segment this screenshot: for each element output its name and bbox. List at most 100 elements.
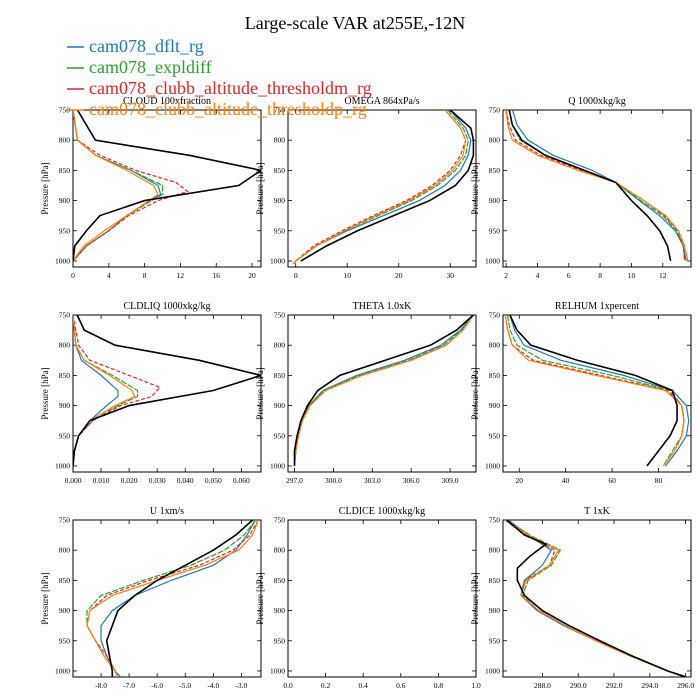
y-tick-label: 800 (59, 341, 71, 350)
y-axis-label: Pressure [hPa] (470, 367, 480, 419)
x-tick-label: 80 (655, 476, 663, 485)
y-tick-label: 800 (59, 136, 71, 145)
series-line-cam078_dflt_rg (509, 315, 690, 467)
x-tick-label: 12 (177, 271, 185, 280)
y-tick-label: 950 (489, 636, 501, 645)
plot-frame (502, 314, 692, 473)
x-tick-label: -4.0 (207, 681, 219, 690)
x-tick-label: 4 (536, 271, 540, 280)
legend: cam078_dflt_rgcam078_expldiffcam078_club… (67, 36, 372, 119)
x-tick-label: 0.040 (177, 476, 194, 485)
series-line-cam078_clubb_altitude_thresholdm_rg (293, 315, 474, 467)
y-tick-label: 900 (489, 196, 501, 205)
y-tick-label: 750 (489, 311, 501, 320)
x-tick-label: 290.0 (570, 681, 587, 690)
y-axis-label: Pressure [hPa] (40, 162, 50, 214)
series-line-cam078_clubb_altitude_thresholdp_rg (292, 110, 467, 265)
x-tick-label: 0.020 (121, 476, 138, 485)
x-tick-label: 297.0 (286, 476, 303, 485)
y-tick-label: 750 (59, 311, 71, 320)
panel-title: OMEGA 864xPa/s (344, 96, 419, 107)
x-tick-label: 0.000 (65, 476, 82, 485)
panel-title: CLDICE 1000xkg/kg (339, 506, 425, 517)
y-tick-label: 750 (489, 106, 501, 115)
series-line-cam078_expldiff (73, 110, 164, 262)
x-tick-label: -7.0 (123, 681, 135, 690)
y-axis-label: Pressure [hPa] (255, 572, 265, 624)
series-line-cam078_clubb_altitude_thresholdp_rg (73, 315, 136, 467)
x-tick-label: 0.010 (93, 476, 110, 485)
series-line-reference (105, 520, 254, 677)
y-axis-label: Pressure [hPa] (470, 572, 480, 624)
y-tick-label: 1000 (270, 666, 285, 675)
panel-title: RELHUM 1xpercent (555, 301, 639, 312)
x-tick-label: 0.6 (396, 681, 406, 690)
y-tick-label: 900 (59, 606, 71, 615)
y-axis-label: Pressure [hPa] (255, 162, 265, 214)
x-tick-label: 60 (608, 476, 616, 485)
y-tick-label: 900 (489, 401, 501, 410)
x-tick-label: 10 (343, 271, 351, 280)
x-tick-label: 306.0 (403, 476, 420, 485)
y-tick-label: 800 (489, 546, 501, 555)
y-tick-label: 750 (59, 516, 71, 525)
legend-label: cam078_dflt_rg (89, 36, 204, 56)
y-tick-label: 950 (489, 431, 501, 440)
y-tick-label: 850 (274, 371, 286, 380)
plot-frame (72, 109, 262, 268)
y-tick-label: 1000 (485, 666, 500, 675)
y-axis-label: Pressure [hPa] (40, 367, 50, 419)
series-line-cam078_clubb_altitude_thresholdp_rg (86, 520, 259, 677)
x-tick-label: -3.0 (235, 681, 247, 690)
y-tick-label: 750 (489, 516, 501, 525)
y-tick-label: 900 (59, 401, 71, 410)
legend-label: cam078_clubb_altitude_thresholdm_rg (89, 78, 372, 98)
panel-title: THETA 1.0xK (353, 301, 412, 312)
y-tick-label: 850 (489, 166, 501, 175)
panel-title: U 1xm/s (150, 506, 184, 517)
x-tick-label: 6 (567, 271, 571, 280)
y-tick-label: 900 (59, 196, 71, 205)
y-tick-label: 950 (274, 431, 286, 440)
x-tick-label: 309.0 (442, 476, 459, 485)
panel-2: OMEGA 864xPa/s Pressure [hPa] 750 800 850 900… (255, 96, 477, 280)
y-tick-label: 1000 (55, 256, 70, 265)
legend-label: cam078_expldiff (89, 57, 212, 77)
legend-item: cam078_expldiff (67, 57, 212, 77)
plot-frame (502, 519, 692, 678)
y-tick-label: 850 (489, 576, 501, 585)
x-tick-label: 292.0 (606, 681, 623, 690)
series-line-cam078_clubb_altitude_thresholdp_rg (293, 315, 474, 467)
x-tick-label: 288.0 (534, 681, 551, 690)
series-line-reference (508, 110, 672, 262)
x-tick-label: 0.060 (233, 476, 250, 485)
y-tick-label: 750 (274, 516, 286, 525)
y-tick-label: 950 (274, 226, 286, 235)
y-tick-label: 800 (274, 341, 286, 350)
series-line-cam078_expldiff (73, 315, 139, 467)
x-tick-label: 20 (395, 271, 403, 280)
series-line-reference (73, 110, 261, 262)
series-line-cam078_dflt_rg (508, 520, 688, 677)
y-tick-label: 800 (489, 136, 501, 145)
series-line-cam078_expldiff (293, 315, 474, 467)
x-tick-label: 40 (562, 476, 570, 485)
series-line-reference (509, 315, 678, 467)
plot-frame (72, 314, 262, 473)
y-tick-label: 750 (59, 106, 71, 115)
y-tick-label: 950 (59, 636, 71, 645)
series-line-cam078_clubb_altitude_thresholdm_rg (86, 520, 259, 677)
y-tick-label: 950 (59, 226, 71, 235)
y-tick-label: 850 (274, 576, 286, 585)
plot-frame (287, 314, 477, 473)
y-tick-label: 800 (59, 546, 71, 555)
series-line-cam078_clubb_altitude_thresholdp_rg (504, 520, 686, 677)
y-tick-label: 1000 (55, 461, 70, 470)
panel-7: U 1xm/s Pressure [hPa] 750 800 850 900 950 1000… (40, 506, 262, 690)
panel-5: THETA 1.0xK Pressure [hPa] 750 800 850 900 950… (255, 301, 477, 485)
legend-item: cam078_clubb_altitude_thresholdp_rg (67, 99, 367, 119)
plot-frame (287, 519, 477, 678)
y-tick-label: 900 (274, 401, 286, 410)
legend-item: cam078_clubb_altitude_thresholdm_rg (67, 78, 372, 98)
